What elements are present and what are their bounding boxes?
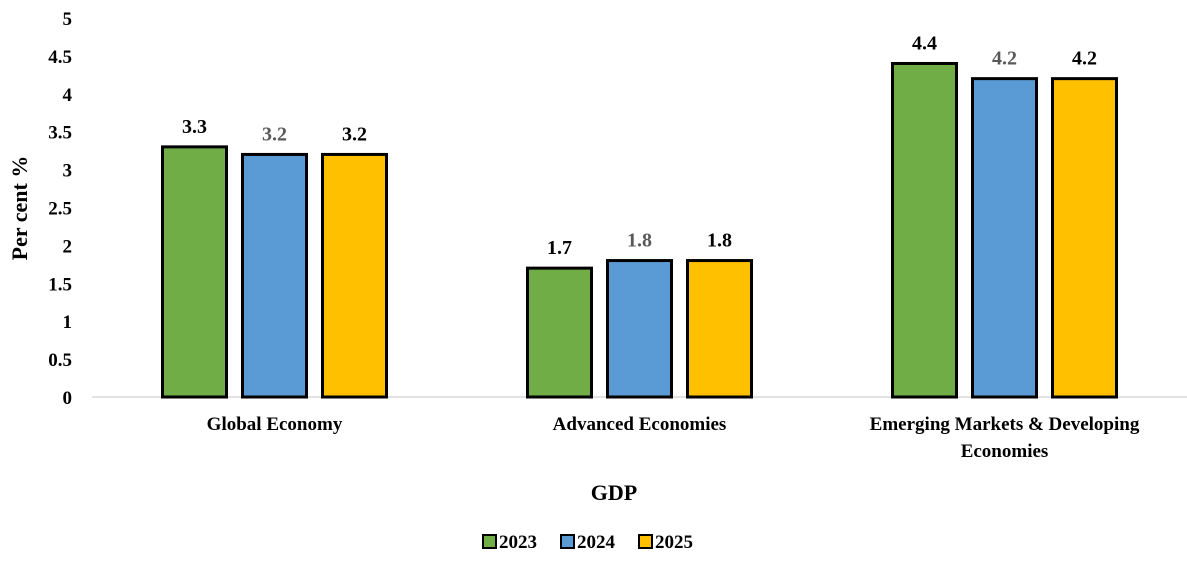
x-axis-title: GDP	[591, 480, 637, 505]
y-axis-ticks: 0 0.5 1 1.5 2 2.5 3 3.5 4 4.5 5	[48, 9, 72, 409]
data-label: 3.3	[182, 116, 207, 138]
legend-label-2023: 2023	[499, 532, 537, 553]
legend: 2023 2024 2025	[482, 532, 693, 553]
data-label: 1.7	[547, 237, 572, 259]
y-tick-label: 5	[63, 9, 73, 30]
data-label: 3.2	[262, 123, 287, 145]
legend-swatch-2023	[482, 534, 497, 549]
y-tick-label: 3	[63, 161, 73, 182]
data-label: 1.8	[707, 230, 732, 252]
y-tick-label: 2	[63, 236, 73, 257]
category-label: Economies	[961, 441, 1049, 462]
data-label: 3.2	[342, 123, 367, 145]
legend-swatch-2025	[638, 534, 653, 549]
bar-2023-2	[891, 61, 958, 399]
bar-2024-1	[606, 259, 673, 399]
bar-2024-0	[241, 152, 308, 399]
legend-label-2025: 2025	[655, 532, 693, 553]
category-label: Global Economy	[207, 414, 343, 435]
bar-2023-0	[161, 145, 228, 399]
bar-2023-1	[526, 266, 593, 399]
data-label: 4.2	[1072, 48, 1097, 70]
bars-group	[161, 61, 1118, 399]
bar-2024-2	[971, 77, 1038, 399]
y-tick-label: 4	[63, 85, 73, 106]
y-tick-label: 1.5	[48, 274, 72, 295]
bar-2025-1	[686, 259, 753, 399]
data-label: 4.4	[912, 32, 937, 54]
data-label: 4.2	[992, 48, 1017, 70]
category-label: Advanced Economies	[553, 414, 727, 435]
bar-2025-0	[321, 152, 388, 399]
legend-swatch-2024	[560, 534, 575, 549]
y-tick-label: 0.5	[48, 350, 72, 371]
y-tick-label: 2.5	[48, 199, 72, 220]
data-labels-group: 3.3 3.2 3.2 1.7 1.8 1.8 4.4 4.2 4.2	[182, 32, 1097, 259]
category-labels-group: Global Economy Advanced Economies Emerging…	[207, 414, 1140, 462]
y-tick-label: 1	[63, 312, 73, 333]
legend-label-2024: 2024	[577, 532, 616, 553]
y-tick-label: 4.5	[48, 47, 72, 68]
y-axis-title: Per cent %	[7, 156, 32, 261]
y-tick-label: 0	[63, 388, 73, 409]
category-label: Emerging Markets & Developing	[870, 414, 1140, 435]
bar-2025-2	[1051, 77, 1118, 399]
y-tick-label: 3.5	[48, 123, 72, 144]
data-label: 1.8	[627, 230, 652, 252]
